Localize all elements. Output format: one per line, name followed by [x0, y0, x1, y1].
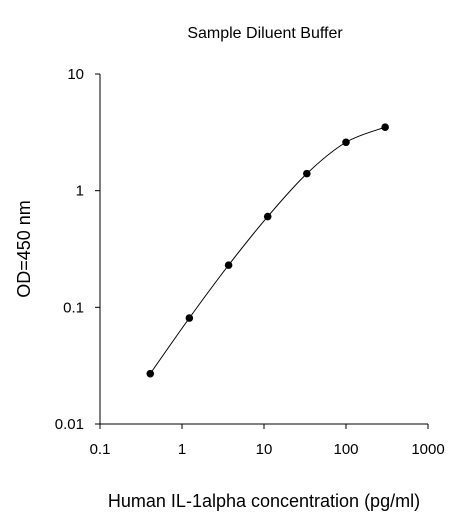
x-tick-label: 0.1: [90, 441, 111, 458]
y-tick-label: 0.01: [55, 416, 84, 433]
data-point: [185, 314, 194, 322]
y-ticks: 0.01 0.1 1 10: [55, 66, 100, 433]
x-tick-label: 1000: [411, 441, 444, 458]
x-tick-label: 10: [256, 441, 273, 458]
y-tick-label: 10: [67, 66, 84, 83]
data-point: [146, 369, 155, 378]
y-axis-label: OD=450 nm: [14, 200, 34, 298]
data-point: [263, 212, 272, 221]
x-tick-label: 1: [178, 441, 186, 458]
x-ticks: 0.1 1 10 100 1000: [90, 424, 445, 458]
data-point: [342, 138, 350, 147]
series-line: [149, 126, 386, 374]
data-point: [381, 123, 389, 131]
data-point: [224, 261, 233, 269]
x-tick-label: 100: [333, 441, 358, 458]
y-tick-label: 1: [76, 183, 84, 200]
chart-title: Sample Diluent Buffer: [187, 25, 343, 42]
series-points: [146, 123, 389, 378]
y-tick-label: 0.1: [63, 299, 84, 316]
x-axis-label: Human IL-1alpha concentration (pg/ml): [108, 491, 420, 511]
data-point: [303, 169, 311, 178]
